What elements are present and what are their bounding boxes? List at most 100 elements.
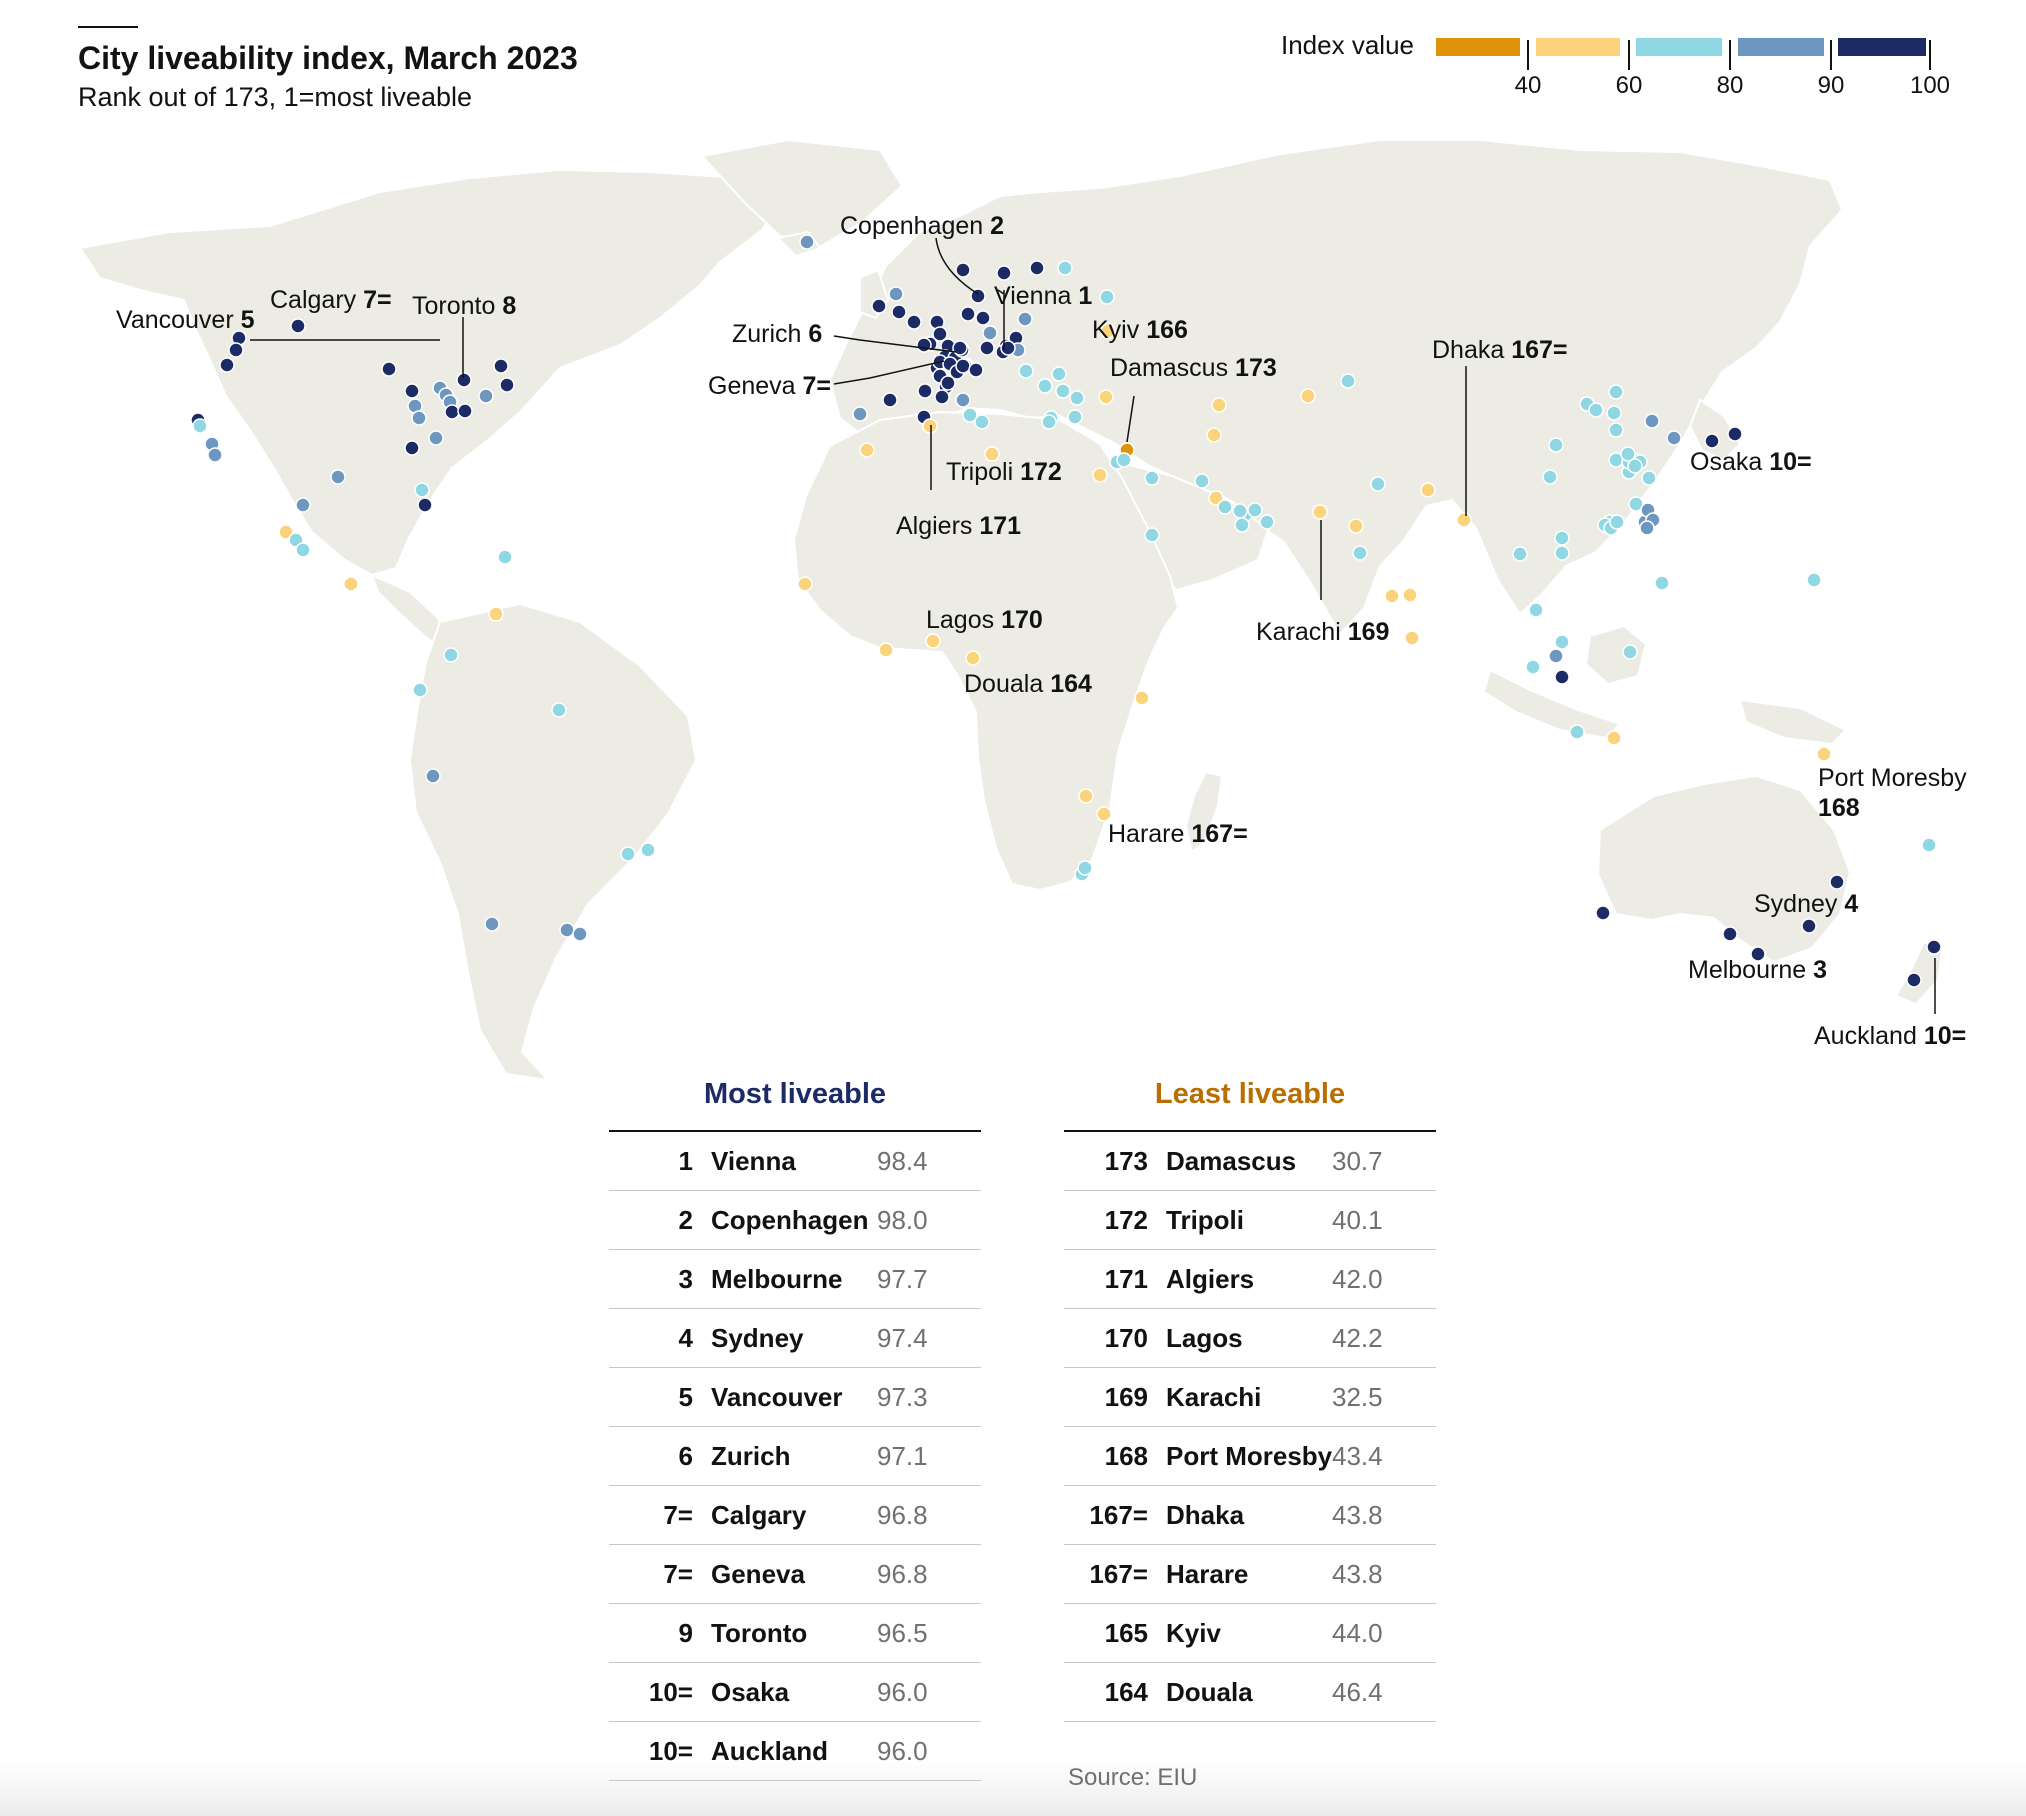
city-label-rank: 4: [1844, 890, 1858, 918]
city-dot: [1069, 390, 1085, 406]
city-label: Algiers 171: [896, 512, 1021, 540]
table-row: 172 Tripoli 40.1: [1064, 1191, 1436, 1250]
city-label: Melbourne 3: [1688, 956, 1827, 984]
city-dot: [1595, 905, 1611, 921]
city-dot: [192, 418, 208, 434]
city-dot: [1816, 746, 1832, 762]
city-dot: [1906, 972, 1922, 988]
rank-cell: 10=: [648, 1676, 693, 1707]
label-leader-lines: [250, 237, 1936, 1014]
city-label: Osaka 10=: [1690, 448, 1812, 476]
city-dot: [1134, 690, 1150, 706]
most-liveable-heading: Most liveable: [703, 1078, 887, 1110]
least-liveable-table: Least liveable 173 Damascus 30.7 172 Tripoli…: [1064, 1068, 1436, 1722]
score-cell: 96.5: [877, 1617, 928, 1648]
city-dot: [975, 310, 991, 326]
score-cell: 43.8: [1332, 1558, 1383, 1589]
rank-cell: 7=: [663, 1499, 693, 1530]
city-dot: [940, 375, 956, 391]
city-dot: [1232, 503, 1248, 519]
city-label: Copenhagen 2: [840, 212, 1004, 240]
city-label: Kyiv 166: [1092, 316, 1188, 344]
legend-tick-100: [1929, 40, 1931, 70]
rank-cell: 3: [678, 1263, 693, 1294]
city-label-name: Toronto: [412, 292, 495, 320]
city-dot: [871, 298, 887, 314]
city-dot: [1092, 467, 1108, 483]
rank-cell: 173: [1104, 1145, 1148, 1176]
score-cell: 97.1: [877, 1440, 928, 1471]
city-label: Vienna 1: [994, 282, 1092, 310]
city-dot: [1569, 724, 1585, 740]
city-dot: [290, 318, 306, 334]
table-row: 10= Osaka 96.0: [609, 1663, 981, 1722]
city-dot: [444, 404, 460, 420]
city-label: Geneva 7=: [708, 372, 831, 400]
city-label-rank: 167=: [1511, 336, 1567, 364]
score-cell: 43.8: [1332, 1499, 1383, 1530]
table-row: 167= Dhaka 43.8: [1064, 1486, 1436, 1545]
legend-tick-80: [1729, 40, 1731, 70]
city-dot: [888, 286, 904, 302]
city-label-rank: 2: [990, 212, 1004, 240]
city-dot: [1704, 433, 1720, 449]
city-dot: [1806, 572, 1822, 588]
city-dot: [916, 337, 932, 353]
city-label: Auckland 10=: [1814, 1022, 1966, 1050]
city-cell: Port Moresby: [1166, 1440, 1333, 1471]
city-dot: [1554, 634, 1570, 650]
score-cell: 97.4: [877, 1322, 928, 1353]
city-label: Douala 164: [964, 670, 1092, 698]
score-cell: 98.0: [877, 1204, 928, 1235]
table-row: 165 Kyiv 44.0: [1064, 1604, 1436, 1663]
city-dot: [1608, 384, 1624, 400]
city-dot: [878, 642, 894, 658]
city-label: Toronto 8: [412, 292, 516, 320]
score-cell: 96.8: [877, 1499, 928, 1530]
score-cell: 97.3: [877, 1381, 928, 1412]
city-dot: [1525, 659, 1541, 675]
land-indonesia: [1482, 668, 1622, 740]
rank-cell: 4: [678, 1322, 693, 1353]
city-dot: [228, 342, 244, 358]
city-dot: [1051, 366, 1067, 382]
city-label: Dhaka 167=: [1432, 336, 1568, 364]
city-dot: [456, 372, 472, 388]
city-cell: Melbourne: [711, 1263, 843, 1294]
land-layer: [78, 138, 1944, 1082]
city-cell: Toronto: [711, 1617, 808, 1648]
score-cell: 96.0: [877, 1735, 928, 1766]
rank-cell: 164: [1104, 1676, 1148, 1707]
city-dot: [493, 358, 509, 374]
legend-swatch-5: [1838, 38, 1926, 56]
city-dot: [278, 524, 294, 540]
city-dot: [1622, 644, 1638, 660]
city-cell: Dhaka: [1166, 1499, 1245, 1530]
leader-vienna: [997, 289, 1005, 295]
city-cell: Calgary: [711, 1499, 807, 1530]
rank-cell: 7=: [663, 1558, 693, 1589]
city-dot: [960, 306, 976, 322]
city-label-name: Tripoli: [946, 458, 1013, 486]
city-dots: [190, 234, 1942, 988]
city-dot: [1554, 545, 1570, 561]
city-label-name: Dhaka: [1432, 336, 1504, 364]
city-dot: [1528, 602, 1544, 618]
city-dot: [412, 682, 428, 698]
table-rule: [609, 1130, 981, 1132]
city-cell: Sydney: [711, 1322, 804, 1353]
legend-title: Index value: [1281, 30, 1414, 60]
city-label: Damascus 173: [1110, 354, 1277, 382]
rank-cell: 172: [1104, 1204, 1148, 1235]
city-dot: [381, 361, 397, 377]
city-dot: [955, 358, 971, 374]
rank-cell: 170: [1104, 1322, 1148, 1353]
city-label-rank: 1: [1078, 282, 1092, 310]
city-dot: [1921, 837, 1937, 853]
score-cell: 96.0: [877, 1676, 928, 1707]
city-label-name: Geneva: [708, 372, 796, 400]
city-dot: [457, 403, 473, 419]
city-dot: [1644, 413, 1660, 429]
city-dot: [1606, 405, 1622, 421]
